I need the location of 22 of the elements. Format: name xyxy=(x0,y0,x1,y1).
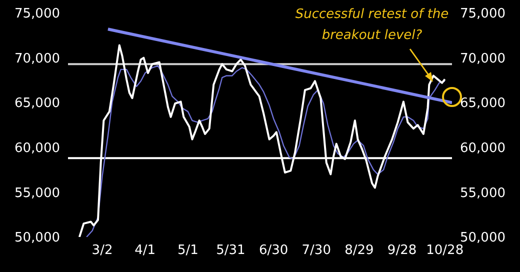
x-tick-label: 5/31 xyxy=(216,243,246,258)
x-tick-label: 10/28 xyxy=(426,243,464,258)
y2-tick-label: 65,000 xyxy=(460,96,506,112)
x-tick-label: 8/29 xyxy=(344,243,374,258)
x-tick-label: 9/28 xyxy=(387,243,417,258)
annotation: Successful retest of the breakout level? xyxy=(294,6,450,45)
x-tick-label: 4/1 xyxy=(134,243,156,258)
x-tick-label: 5/1 xyxy=(177,243,198,258)
x-tick-label: 7/30 xyxy=(302,243,331,258)
y-tick-label: 60,000 xyxy=(14,141,60,156)
y2-tick-label: 50,000 xyxy=(460,230,506,246)
y-tick-label: 50,000 xyxy=(14,230,60,246)
y-tick-label: 75,000 xyxy=(14,6,60,22)
y-tick-label: 70,000 xyxy=(14,51,60,66)
x-tick-label: 3/2 xyxy=(92,243,113,258)
y2-tick-label: 75,000 xyxy=(460,6,506,22)
y2-tick-label: 60,000 xyxy=(460,141,506,156)
x-tick-label: 6/30 xyxy=(258,243,288,258)
y-tick-label: 65,000 xyxy=(14,96,60,112)
y2-tick-label: 70,000 xyxy=(460,51,506,66)
y2-tick-label: 55,000 xyxy=(460,186,506,201)
y-tick-label: 55,000 xyxy=(14,186,60,201)
